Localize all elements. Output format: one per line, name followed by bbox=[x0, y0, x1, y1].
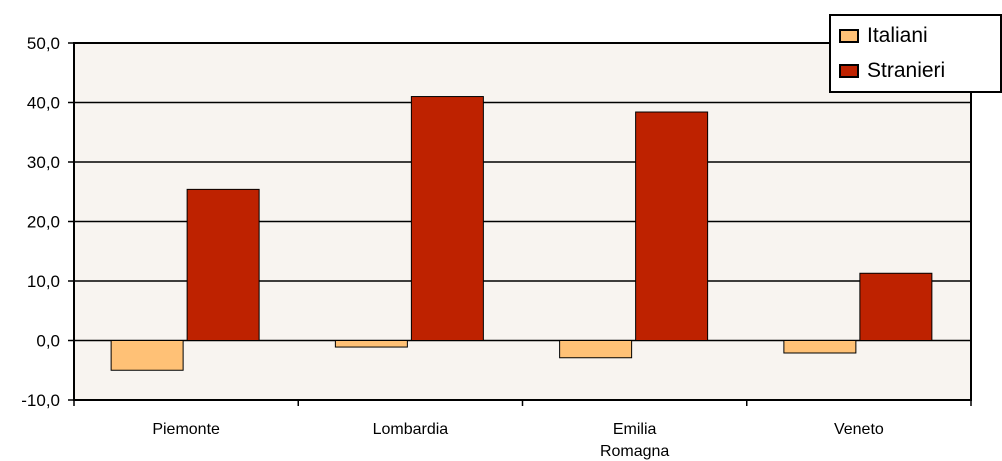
x-category-label: Veneto bbox=[834, 421, 884, 438]
y-tick-label: 40,0 bbox=[27, 94, 60, 113]
y-tick-label: 20,0 bbox=[27, 213, 60, 232]
x-category-label: Lombardia bbox=[373, 421, 449, 438]
y-axis: -10,0 0,0 10,0 20,0 30,0 40,0 50,0 bbox=[21, 34, 74, 410]
legend-item-italiani: Italiani bbox=[839, 21, 928, 51]
y-tick-label: 0,0 bbox=[36, 332, 60, 351]
legend-item-stranieri: Stranieri bbox=[839, 56, 945, 86]
x-axis: Piemonte Lombardia Emilia Romagna Veneto bbox=[73, 400, 972, 460]
y-tick-label: -10,0 bbox=[21, 391, 60, 410]
x-category-label-line: Romagna bbox=[600, 443, 669, 460]
x-category-label-line: Emilia bbox=[613, 421, 657, 438]
bar-stranieri-piemonte bbox=[186, 188, 260, 341]
bar-italiani-lombardia bbox=[334, 340, 408, 348]
bar-italiani-piemonte bbox=[110, 340, 184, 371]
bar-italiani-veneto bbox=[783, 340, 857, 354]
y-tick-label: 10,0 bbox=[27, 272, 60, 291]
bars bbox=[110, 96, 933, 371]
legend-swatch-italiani bbox=[839, 29, 859, 43]
bar-stranieri-emilia-romagna bbox=[635, 111, 709, 341]
x-category-label: Piemonte bbox=[152, 421, 220, 438]
x-category-label: Emilia Romagna bbox=[600, 421, 669, 460]
legend-label-stranieri: Stranieri bbox=[867, 59, 946, 82]
y-tick-label: 50,0 bbox=[27, 34, 60, 53]
legend: Italiani Stranieri bbox=[829, 14, 1002, 93]
x-category-label-line: Lombardia bbox=[373, 421, 449, 438]
bar-italiani-emilia-romagna bbox=[559, 340, 633, 359]
x-category-label-line: Veneto bbox=[834, 421, 884, 438]
legend-label-italiani: Italiani bbox=[867, 24, 928, 47]
y-tick-label: 30,0 bbox=[27, 153, 60, 172]
x-category-label-line: Piemonte bbox=[152, 421, 220, 438]
bar-stranieri-lombardia bbox=[410, 96, 484, 341]
bar-stranieri-veneto bbox=[859, 272, 933, 342]
legend-swatch-stranieri bbox=[839, 64, 859, 78]
